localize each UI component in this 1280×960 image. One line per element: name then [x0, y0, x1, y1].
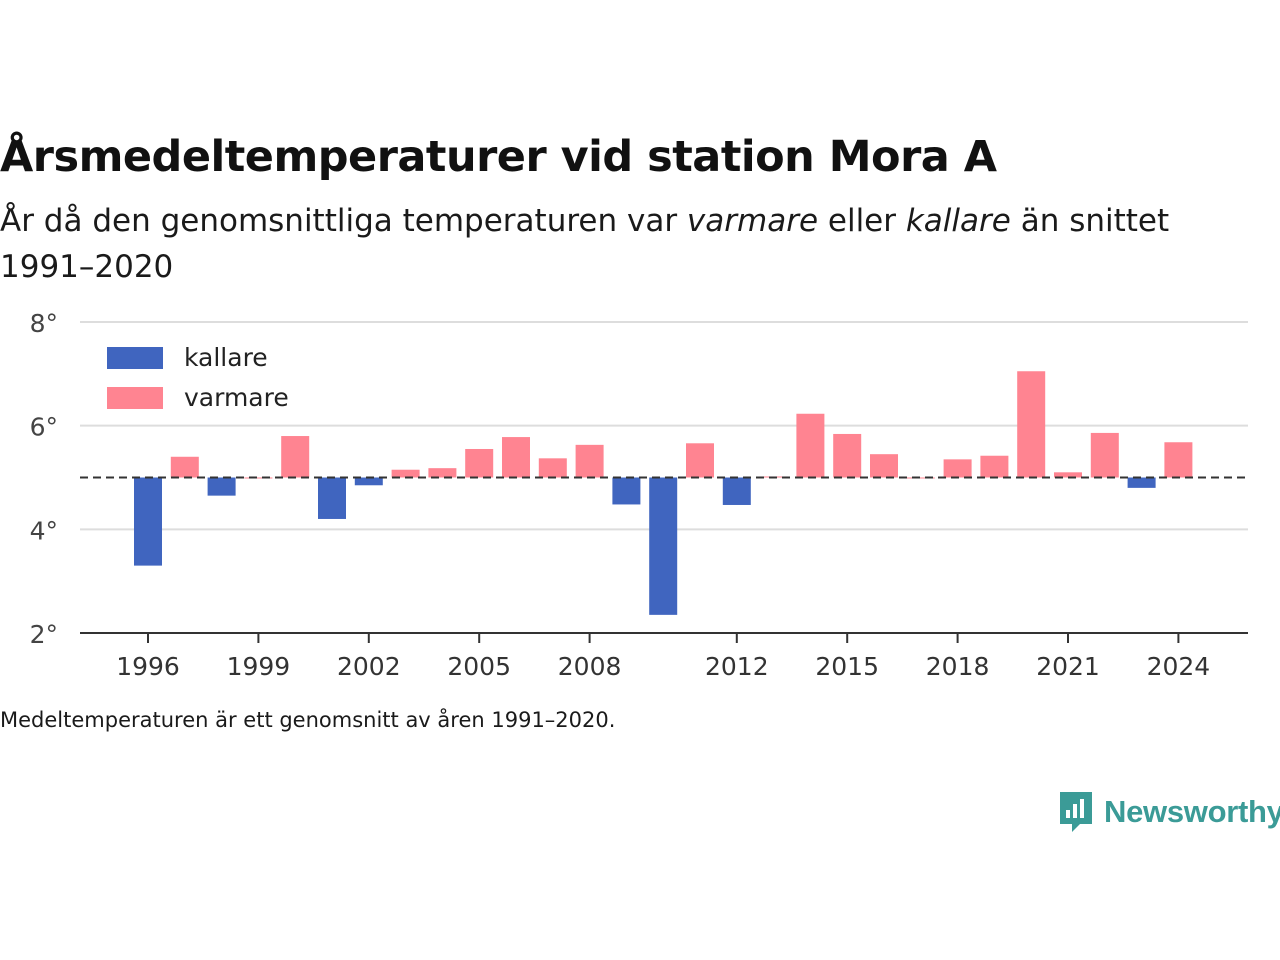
- bar-2024: [1164, 442, 1193, 478]
- subtitle-part1: År då den genomsnittliga temperaturen va…: [0, 203, 687, 239]
- y-tick-label: 8°: [30, 309, 58, 338]
- y-tick-label: 6°: [30, 413, 58, 442]
- bar-2012: [722, 477, 751, 505]
- x-tick-label: 2005: [447, 652, 511, 681]
- bar-2022: [1090, 432, 1119, 478]
- bar-2000: [281, 436, 310, 478]
- bar-2003: [391, 469, 420, 478]
- subtitle-part3: än snittet 1991–2020: [0, 203, 1170, 285]
- bar-2005: [465, 448, 494, 478]
- bar-1998: [207, 477, 236, 496]
- x-tick-label: 2024: [1147, 652, 1211, 681]
- bar-2006: [502, 437, 530, 478]
- chart-subtitle: År då den genomsnittliga temperaturen va…: [0, 198, 1200, 290]
- subtitle-cold-word: kallare: [905, 203, 1011, 239]
- legend: kallare varmare: [107, 343, 289, 412]
- footnote: Medeltemperaturen är ett genomsnitt av å…: [0, 708, 616, 732]
- bar-2002: [354, 477, 383, 486]
- bar-2021: [1054, 472, 1082, 478]
- bar-1999: [244, 477, 273, 479]
- axes: 2° 4° 6° 8° 1996 1999 2002 2005 2008 2012 2015 2018…: [30, 309, 1248, 681]
- legend-swatch-kallare: [107, 347, 163, 369]
- bar-2014: [796, 413, 825, 478]
- brand-name: Newsworthy: [1104, 794, 1280, 829]
- bar-2020: [1017, 371, 1046, 478]
- x-tick-label: 2012: [705, 652, 769, 681]
- subtitle-part2: eller: [818, 203, 906, 239]
- x-tick-label: 1996: [116, 652, 180, 681]
- legend-label-kallare: kallare: [184, 343, 268, 372]
- bar-2023: [1127, 477, 1156, 488]
- bar-2019: [980, 455, 1009, 478]
- brand-logo: Newsworthy: [1058, 790, 1280, 834]
- bar-2018: [943, 459, 972, 478]
- bar-2004: [428, 468, 457, 478]
- bar-2007: [538, 458, 567, 478]
- bar-2011: [686, 443, 714, 478]
- x-tick-label: 2015: [815, 652, 879, 681]
- y-tick-label: 2°: [30, 620, 58, 649]
- bar-2015: [833, 433, 862, 478]
- chart-title: Årsmedeltemperaturer vid station Mora A: [0, 132, 997, 182]
- x-tick-label: 1999: [227, 652, 291, 681]
- bar-chart: 2° 4° 6° 8° 1996 1999 2002 2005 2008 2012 2015 2018…: [30, 309, 1248, 681]
- bar-1996: [134, 477, 162, 566]
- bar-2008: [575, 444, 604, 478]
- bars: [134, 371, 1193, 615]
- x-tick-label: 2021: [1036, 652, 1100, 681]
- bar-2001: [318, 477, 346, 519]
- legend-swatch-varmare: [107, 387, 163, 409]
- bar-2009: [612, 477, 641, 505]
- bar-2010: [649, 477, 678, 615]
- legend-label-varmare: varmare: [184, 383, 289, 412]
- bar-1997: [170, 456, 199, 478]
- bar-2016: [870, 454, 898, 478]
- subtitle-warm-word: varmare: [686, 203, 819, 239]
- x-tick-label: 2008: [558, 652, 622, 681]
- x-tick-label: 2002: [337, 652, 401, 681]
- x-tick-label: 2018: [926, 652, 990, 681]
- bar-2017: [906, 477, 935, 479]
- y-tick-label: 4°: [30, 516, 58, 545]
- newsworthy-chart-bubble-icon: [1060, 792, 1092, 832]
